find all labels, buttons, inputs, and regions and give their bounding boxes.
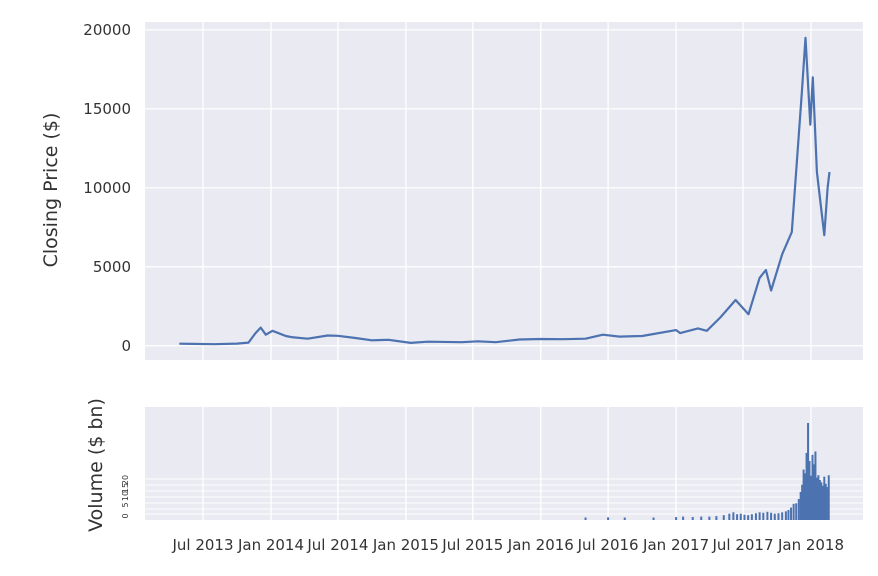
volume-bar xyxy=(787,509,790,520)
volume-bar xyxy=(675,517,678,520)
volume-bar xyxy=(824,483,827,520)
volume-bar xyxy=(818,480,821,520)
volume-bar xyxy=(810,475,812,520)
volume-bar xyxy=(715,516,718,520)
volume-bar xyxy=(823,476,826,520)
volume-y-tick-label: 20 xyxy=(121,475,130,485)
volume-bar xyxy=(795,503,798,520)
volume-bar xyxy=(777,513,780,520)
volume-bar xyxy=(770,512,773,520)
x-tick-label: Jul 2013 xyxy=(171,536,233,554)
volume-bar xyxy=(804,473,807,520)
x-tick-label: Jul 2014 xyxy=(306,536,368,554)
volume-y-axis-label: Volume ($ bn) xyxy=(85,398,107,532)
volume-bar xyxy=(728,513,731,520)
price-y-tick-label: 10000 xyxy=(83,179,131,197)
volume-bar xyxy=(722,515,725,520)
volume-bar xyxy=(732,512,735,520)
volume-bar xyxy=(781,512,784,520)
x-tick-label: Jan 2018 xyxy=(777,536,844,554)
volume-bar xyxy=(773,513,776,520)
x-tick-label: Jan 2015 xyxy=(372,536,439,554)
volume-bar xyxy=(607,517,610,520)
volume-bar xyxy=(790,507,793,520)
volume-y-tick-label: 5 xyxy=(121,502,130,507)
volume-bar xyxy=(827,475,830,520)
volume-bar xyxy=(747,515,750,520)
volume-bar xyxy=(766,511,769,520)
volume-bar xyxy=(802,469,805,520)
volume-bar xyxy=(700,516,703,520)
price-plot-background xyxy=(145,22,863,360)
price-grid xyxy=(145,22,863,360)
volume-bar xyxy=(799,491,802,520)
volume-bar xyxy=(826,487,829,520)
x-tick-label: Jul 2016 xyxy=(577,536,639,554)
volume-bar xyxy=(814,451,817,520)
volume-bar xyxy=(792,503,795,520)
x-tick-label: Jul 2015 xyxy=(441,536,503,554)
volume-bar xyxy=(584,517,587,520)
price-y-tick-label: 20000 xyxy=(83,21,131,39)
price-line xyxy=(179,36,831,346)
x-axis-ticks: Jul 2013 Jan 2014 Jul 2014 Jan 2015 Jul 2015… xyxy=(171,536,844,554)
x-tick-label: Jan 2017 xyxy=(642,536,709,554)
price-y-tick-label: 15000 xyxy=(83,100,131,118)
volume-bar xyxy=(805,452,808,520)
volume-bar xyxy=(623,517,626,520)
volume-bar xyxy=(811,454,814,520)
volume-bar xyxy=(801,484,804,520)
x-tick-label: Jan 2014 xyxy=(237,536,304,554)
price-y-tick-label: 0 xyxy=(121,337,131,355)
volume-bar xyxy=(807,423,810,520)
volume-bar xyxy=(754,513,757,520)
volume-bars xyxy=(584,423,830,520)
volume-bar xyxy=(784,511,787,520)
volume-bar xyxy=(797,499,800,520)
volume-y-tick-label: 15 xyxy=(121,483,130,493)
volume-bar xyxy=(817,475,820,520)
volume-bar xyxy=(652,517,655,520)
price-y-ticks: 0 5000 10000 15000 20000 xyxy=(83,21,131,355)
x-tick-label: Jan 2016 xyxy=(507,536,574,554)
volume-bar xyxy=(821,485,824,520)
volume-y-tick-label: 10 xyxy=(121,491,130,501)
volume-bar xyxy=(820,482,823,520)
volume-bar xyxy=(739,513,742,520)
volume-bar xyxy=(815,477,818,520)
volume-bar xyxy=(758,512,761,520)
price-y-tick-label: 5000 xyxy=(93,258,131,276)
volume-bar xyxy=(743,514,746,520)
volume-bar xyxy=(750,514,753,520)
volume-bar xyxy=(808,461,811,520)
x-tick-label: Jul 2017 xyxy=(711,536,773,554)
volume-bar xyxy=(682,516,685,520)
volume-bar xyxy=(691,517,694,520)
volume-bar xyxy=(736,514,739,520)
volume-bar xyxy=(812,464,815,520)
volume-bar xyxy=(708,516,711,520)
volume-bar xyxy=(762,512,765,520)
volume-y-tick-label: 0 xyxy=(121,513,130,518)
price-y-axis-label: Closing Price ($) xyxy=(40,113,62,268)
